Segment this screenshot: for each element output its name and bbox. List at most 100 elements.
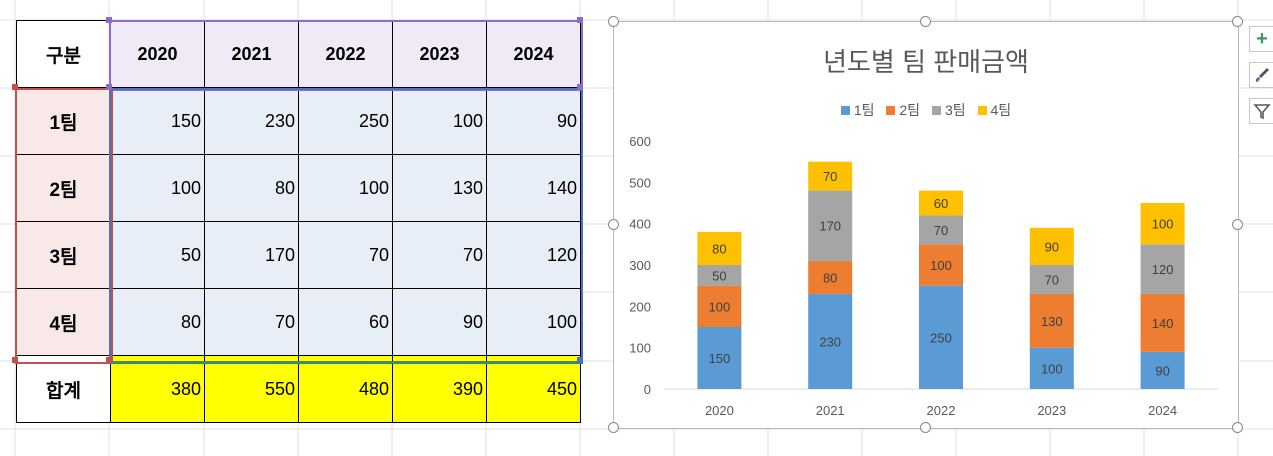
legend-label: 4팀 <box>990 102 1012 118</box>
value-cell[interactable]: 80 <box>204 154 299 222</box>
total-value-cell[interactable]: 450 <box>486 355 581 423</box>
data-table: 구분 2020 2021 2022 2023 2024 1팀 150 230 2… <box>16 20 581 423</box>
legend-swatch <box>840 106 850 115</box>
value-cell[interactable]: 70 <box>204 288 299 356</box>
header-cell-year[interactable]: 2024 <box>486 20 581 88</box>
header-cell-year[interactable]: 2022 <box>298 20 393 88</box>
bar-segment[interactable] <box>808 190 853 261</box>
legend-label: 2팀 <box>899 102 921 118</box>
row-label-cell[interactable]: 4팀 <box>16 288 111 356</box>
header-cell-year[interactable]: 2020 <box>110 20 205 88</box>
range-handle[interactable] <box>577 17 583 23</box>
value-cell[interactable]: 140 <box>486 154 581 222</box>
range-handle[interactable] <box>12 357 18 363</box>
value-cell[interactable]: 90 <box>392 288 487 356</box>
bar-segment[interactable] <box>697 231 742 265</box>
data-label: 70 <box>934 223 948 238</box>
table-row: 3팀 50 170 70 70 120 <box>16 221 581 289</box>
header-cell-label[interactable]: 구분 <box>16 20 111 88</box>
bar-segment[interactable] <box>1140 293 1185 352</box>
value-cell[interactable]: 120 <box>486 221 581 289</box>
range-handle[interactable] <box>106 17 112 23</box>
value-cell[interactable]: 230 <box>204 87 299 155</box>
range-handle[interactable] <box>106 84 112 90</box>
resize-handle[interactable] <box>608 16 619 27</box>
bar-segment[interactable] <box>1029 227 1074 265</box>
bar-segment[interactable] <box>808 161 853 191</box>
resize-handle[interactable] <box>1232 16 1243 27</box>
legend-item: 3팀 <box>931 100 966 120</box>
x-tick-label: 2024 <box>1148 403 1177 418</box>
value-cell[interactable]: 130 <box>392 154 487 222</box>
legend-swatch <box>886 106 896 115</box>
legend-swatch <box>977 106 987 115</box>
brush-icon <box>1255 68 1269 82</box>
bar-segment[interactable] <box>697 327 742 389</box>
data-label: 120 <box>1152 262 1174 277</box>
value-cell[interactable]: 170 <box>204 221 299 289</box>
plot-area: 0 100 200 300 400 500 600 150 100 50 80 2020 230 80 17… <box>629 134 1218 418</box>
header-cell-year[interactable]: 2023 <box>392 20 487 88</box>
total-value-cell[interactable]: 550 <box>204 355 299 423</box>
chart-styles-button[interactable] <box>1249 62 1273 88</box>
resize-handle[interactable] <box>920 422 931 433</box>
value-cell[interactable]: 90 <box>486 87 581 155</box>
value-cell[interactable]: 50 <box>110 221 205 289</box>
data-label: 100 <box>930 258 952 273</box>
stacked-bar-chart[interactable]: 년도별 팀 판매금액 1팀 2팀 3팀 4팀 0 100 200 300 400 500 6… <box>613 21 1239 429</box>
bar-segment[interactable] <box>919 244 963 286</box>
resize-handle[interactable] <box>920 16 931 27</box>
value-cell[interactable]: 80 <box>110 288 205 356</box>
bar-segment[interactable] <box>697 265 742 286</box>
resize-handle[interactable] <box>608 219 619 230</box>
data-label: 250 <box>930 330 952 345</box>
value-cell[interactable]: 100 <box>298 154 393 222</box>
row-label-cell[interactable]: 2팀 <box>16 154 111 222</box>
bar-segment[interactable] <box>1029 347 1074 389</box>
value-cell[interactable]: 70 <box>392 221 487 289</box>
bar-segment[interactable] <box>1029 293 1074 348</box>
range-handle[interactable] <box>106 357 112 363</box>
legend-label: 3팀 <box>944 102 966 118</box>
bar-segment[interactable] <box>919 215 963 245</box>
chart-title[interactable]: 년도별 팀 판매금액 <box>823 47 1029 77</box>
bar-segment[interactable] <box>808 260 853 294</box>
resize-handle[interactable] <box>1232 219 1243 230</box>
y-tick-label: 0 <box>644 382 651 397</box>
chart-elements-button[interactable]: + <box>1249 26 1273 52</box>
bar-segment[interactable] <box>808 293 853 389</box>
range-handle[interactable] <box>12 84 18 90</box>
chart-legend[interactable]: 1팀 2팀 3팀 4팀 <box>614 100 1238 120</box>
range-handle[interactable] <box>577 357 583 363</box>
bar-segment[interactable] <box>919 190 963 216</box>
value-cell[interactable]: 100 <box>486 288 581 356</box>
value-cell[interactable]: 100 <box>392 87 487 155</box>
row-label-cell[interactable]: 1팀 <box>16 87 111 155</box>
legend-swatch <box>931 106 941 115</box>
resize-handle[interactable] <box>1232 422 1243 433</box>
bar-segment[interactable] <box>697 285 742 327</box>
bar-segment[interactable] <box>919 285 963 389</box>
data-label: 90 <box>1155 363 1169 378</box>
chart-filters-button[interactable] <box>1249 98 1273 124</box>
row-label-cell[interactable]: 3팀 <box>16 221 111 289</box>
total-value-cell[interactable]: 480 <box>298 355 393 423</box>
resize-handle[interactable] <box>608 422 619 433</box>
header-cell-year[interactable]: 2021 <box>204 20 299 88</box>
value-cell[interactable]: 60 <box>298 288 393 356</box>
bar-segment[interactable] <box>1140 244 1185 294</box>
total-value-cell[interactable]: 390 <box>392 355 487 423</box>
value-cell[interactable]: 250 <box>298 87 393 155</box>
total-value-cell[interactable]: 380 <box>110 355 205 423</box>
data-label: 150 <box>709 351 731 366</box>
range-handle[interactable] <box>577 84 583 90</box>
bar-segment[interactable] <box>1140 351 1185 389</box>
value-cell[interactable]: 150 <box>110 87 205 155</box>
data-label: 130 <box>1041 314 1063 329</box>
bar-segment[interactable] <box>1029 265 1074 294</box>
bar-segment[interactable] <box>1140 203 1185 245</box>
value-cell[interactable]: 70 <box>298 221 393 289</box>
total-label-cell[interactable]: 합계 <box>16 355 111 423</box>
value-cell[interactable]: 100 <box>110 154 205 222</box>
data-label: 90 <box>1045 239 1059 254</box>
